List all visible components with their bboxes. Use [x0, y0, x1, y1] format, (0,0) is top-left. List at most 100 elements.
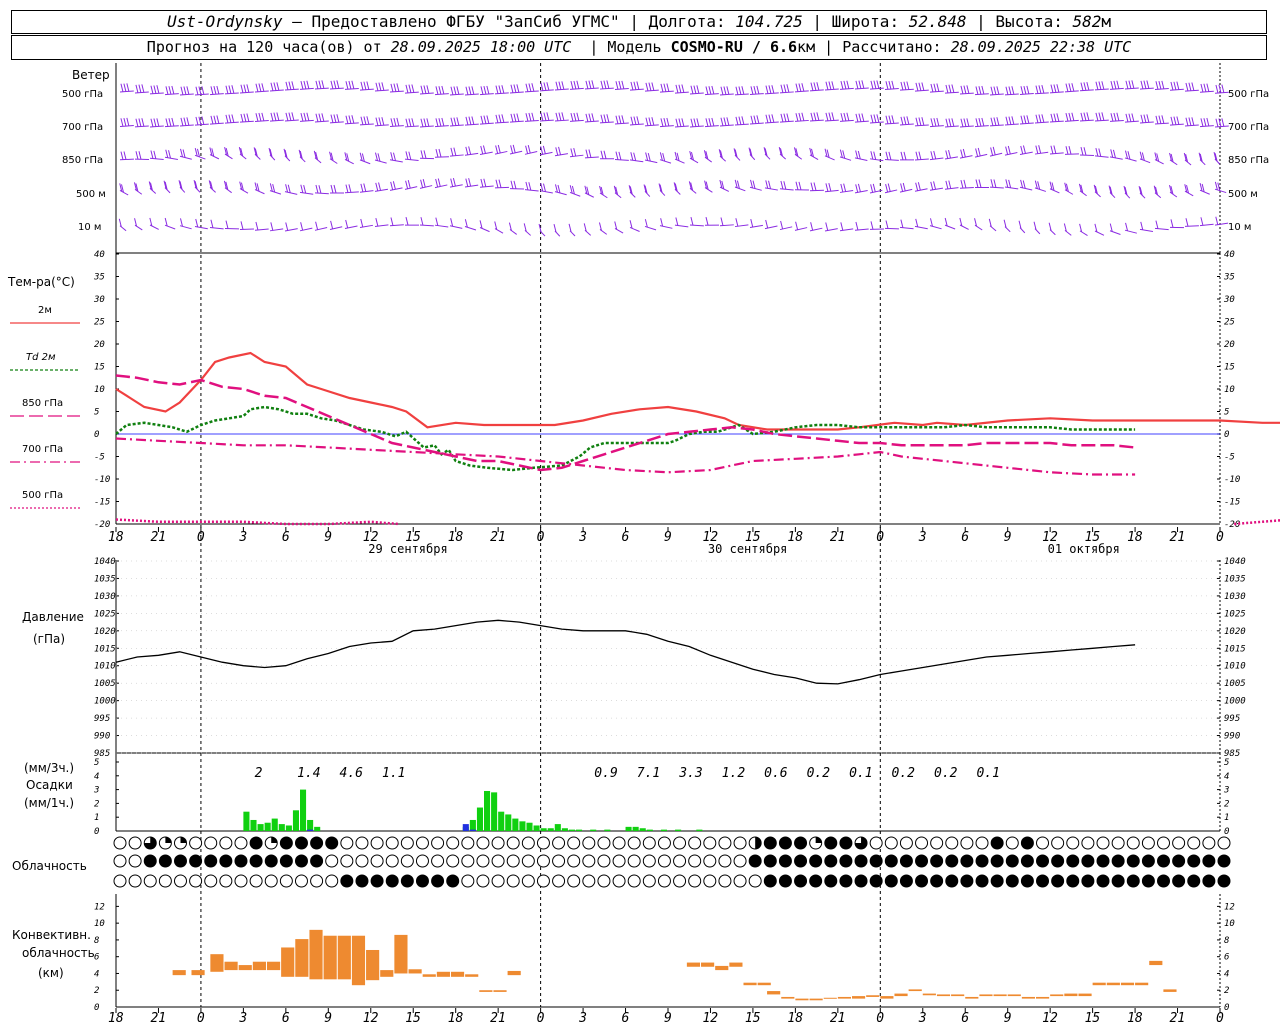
wind-barb	[1049, 152, 1064, 155]
wind-barb-feather	[1154, 186, 1158, 196]
wind-barb-feather	[1188, 117, 1192, 126]
precip-total-0: 2	[255, 766, 263, 781]
latitude-value: 52.848	[908, 12, 967, 31]
cloud-cover-symbol	[1066, 836, 1080, 850]
wind-barb	[629, 123, 644, 126]
date-label-0: 29 сентября	[368, 542, 447, 556]
wind-barb-feather	[693, 85, 697, 94]
wind-barb	[854, 190, 868, 194]
wind-barb-feather	[396, 83, 400, 92]
wind-barb-feather	[285, 184, 289, 193]
wind-barb-feather	[420, 118, 424, 127]
cloud-cover-symbol	[1187, 874, 1201, 888]
temp-series-1	[115, 405, 1136, 472]
cloud-cover-symbol	[688, 836, 702, 850]
wind-barb	[419, 185, 433, 189]
wind-barb-feather	[405, 217, 409, 226]
wind-barb	[1169, 88, 1184, 91]
cloud-cover-symbol	[310, 874, 324, 888]
wind-barb-feather	[393, 118, 397, 127]
precip-bar	[512, 818, 519, 831]
wind-barb-feather	[780, 113, 784, 122]
press-ylabel-r: 1035	[1224, 574, 1246, 584]
cloud-cover-symbol	[461, 854, 475, 868]
cloud-cover-symbol	[975, 836, 989, 850]
conv-ylabel: 0	[94, 1003, 99, 1013]
cloud-cover-symbol	[189, 854, 203, 868]
cloud-cover-symbol	[400, 836, 414, 850]
wind-barb-feather	[966, 118, 970, 127]
wind-barb-feather	[1038, 114, 1042, 123]
wind-barb-feather	[315, 221, 319, 230]
wind-barb-feather	[903, 151, 907, 161]
wind-barb-feather	[568, 223, 572, 233]
wind-barb-feather	[471, 86, 475, 95]
wind-barb	[674, 158, 685, 164]
wind-barb-feather	[405, 180, 409, 189]
wind-barb-feather	[765, 219, 769, 229]
cloud-cover-symbol	[597, 854, 611, 868]
wind-barb-feather	[780, 220, 784, 230]
wind-barb-feather	[795, 181, 799, 190]
wind-barb	[584, 156, 599, 159]
wind-barb-feather	[870, 114, 874, 123]
wind-barb-feather	[750, 218, 754, 228]
precip-bar-solid	[307, 829, 314, 831]
wind-barb-feather	[621, 115, 625, 124]
wind-barb-feather	[513, 84, 517, 93]
wind-barb-feather	[600, 114, 604, 123]
wind-barb-feather	[990, 147, 994, 156]
wind-barb-feather	[243, 84, 247, 93]
cloud-cover-symbol	[627, 874, 641, 888]
wind-barb-feather	[903, 116, 907, 125]
altitude-unit: м	[1101, 12, 1112, 31]
wind-barb-feather	[1184, 184, 1188, 193]
wind-barb-feather	[498, 179, 502, 188]
conv-box	[224, 961, 238, 971]
wind-barb-feather	[228, 85, 232, 94]
wind-barb	[539, 190, 553, 194]
wind-barb-feather	[198, 86, 202, 95]
wind-barb	[914, 158, 929, 161]
conv-ylabel: 4	[94, 969, 99, 979]
wind-barb	[1094, 88, 1109, 91]
wind-barb-feather	[453, 147, 457, 156]
wind-barb-feather	[148, 181, 152, 190]
cloud-cover-symbol	[325, 836, 339, 850]
conv-box	[1007, 994, 1021, 997]
wind-barb-feather	[843, 183, 847, 192]
precip-bar	[498, 811, 505, 831]
press-ylabel: 1005	[94, 679, 116, 689]
wind-barb-feather	[1173, 116, 1177, 125]
conv-ylabel-r: 12	[1224, 902, 1235, 912]
wind-barb-feather	[1063, 223, 1067, 232]
conv-box	[507, 970, 521, 976]
wind-barb-feather	[480, 86, 484, 95]
wind-barb-feather	[951, 84, 955, 93]
wind-barb	[914, 188, 928, 192]
wind-barb-feather	[900, 151, 904, 161]
wind-barb-feather	[1183, 152, 1187, 162]
wind-barb-feather	[981, 117, 985, 127]
wind-barb-feather	[1086, 112, 1090, 121]
wind-barb-feather	[285, 81, 289, 90]
precip-bar	[292, 810, 299, 831]
wind-barb	[119, 125, 134, 128]
wind-barb	[524, 151, 538, 155]
precip-ylabel-r: 0	[1224, 827, 1229, 837]
conv-box	[479, 990, 493, 992]
wind-barb-feather	[390, 152, 394, 161]
wind-barb-feather	[930, 181, 934, 190]
wind-barb	[419, 224, 434, 227]
wind-barb-feather	[900, 183, 904, 192]
wind-barb-feather	[734, 149, 738, 158]
wind-barb	[989, 124, 1004, 127]
wind-barb-feather	[495, 114, 499, 123]
wind-barb	[389, 187, 403, 191]
wind-barb-feather	[591, 113, 595, 122]
wind-barb-feather	[1215, 118, 1219, 127]
cloud-cover-symbol	[703, 854, 717, 868]
wind-barb-feather	[321, 80, 325, 89]
wind-barb-feather	[861, 113, 865, 122]
wind-barb-feather	[1143, 80, 1147, 89]
